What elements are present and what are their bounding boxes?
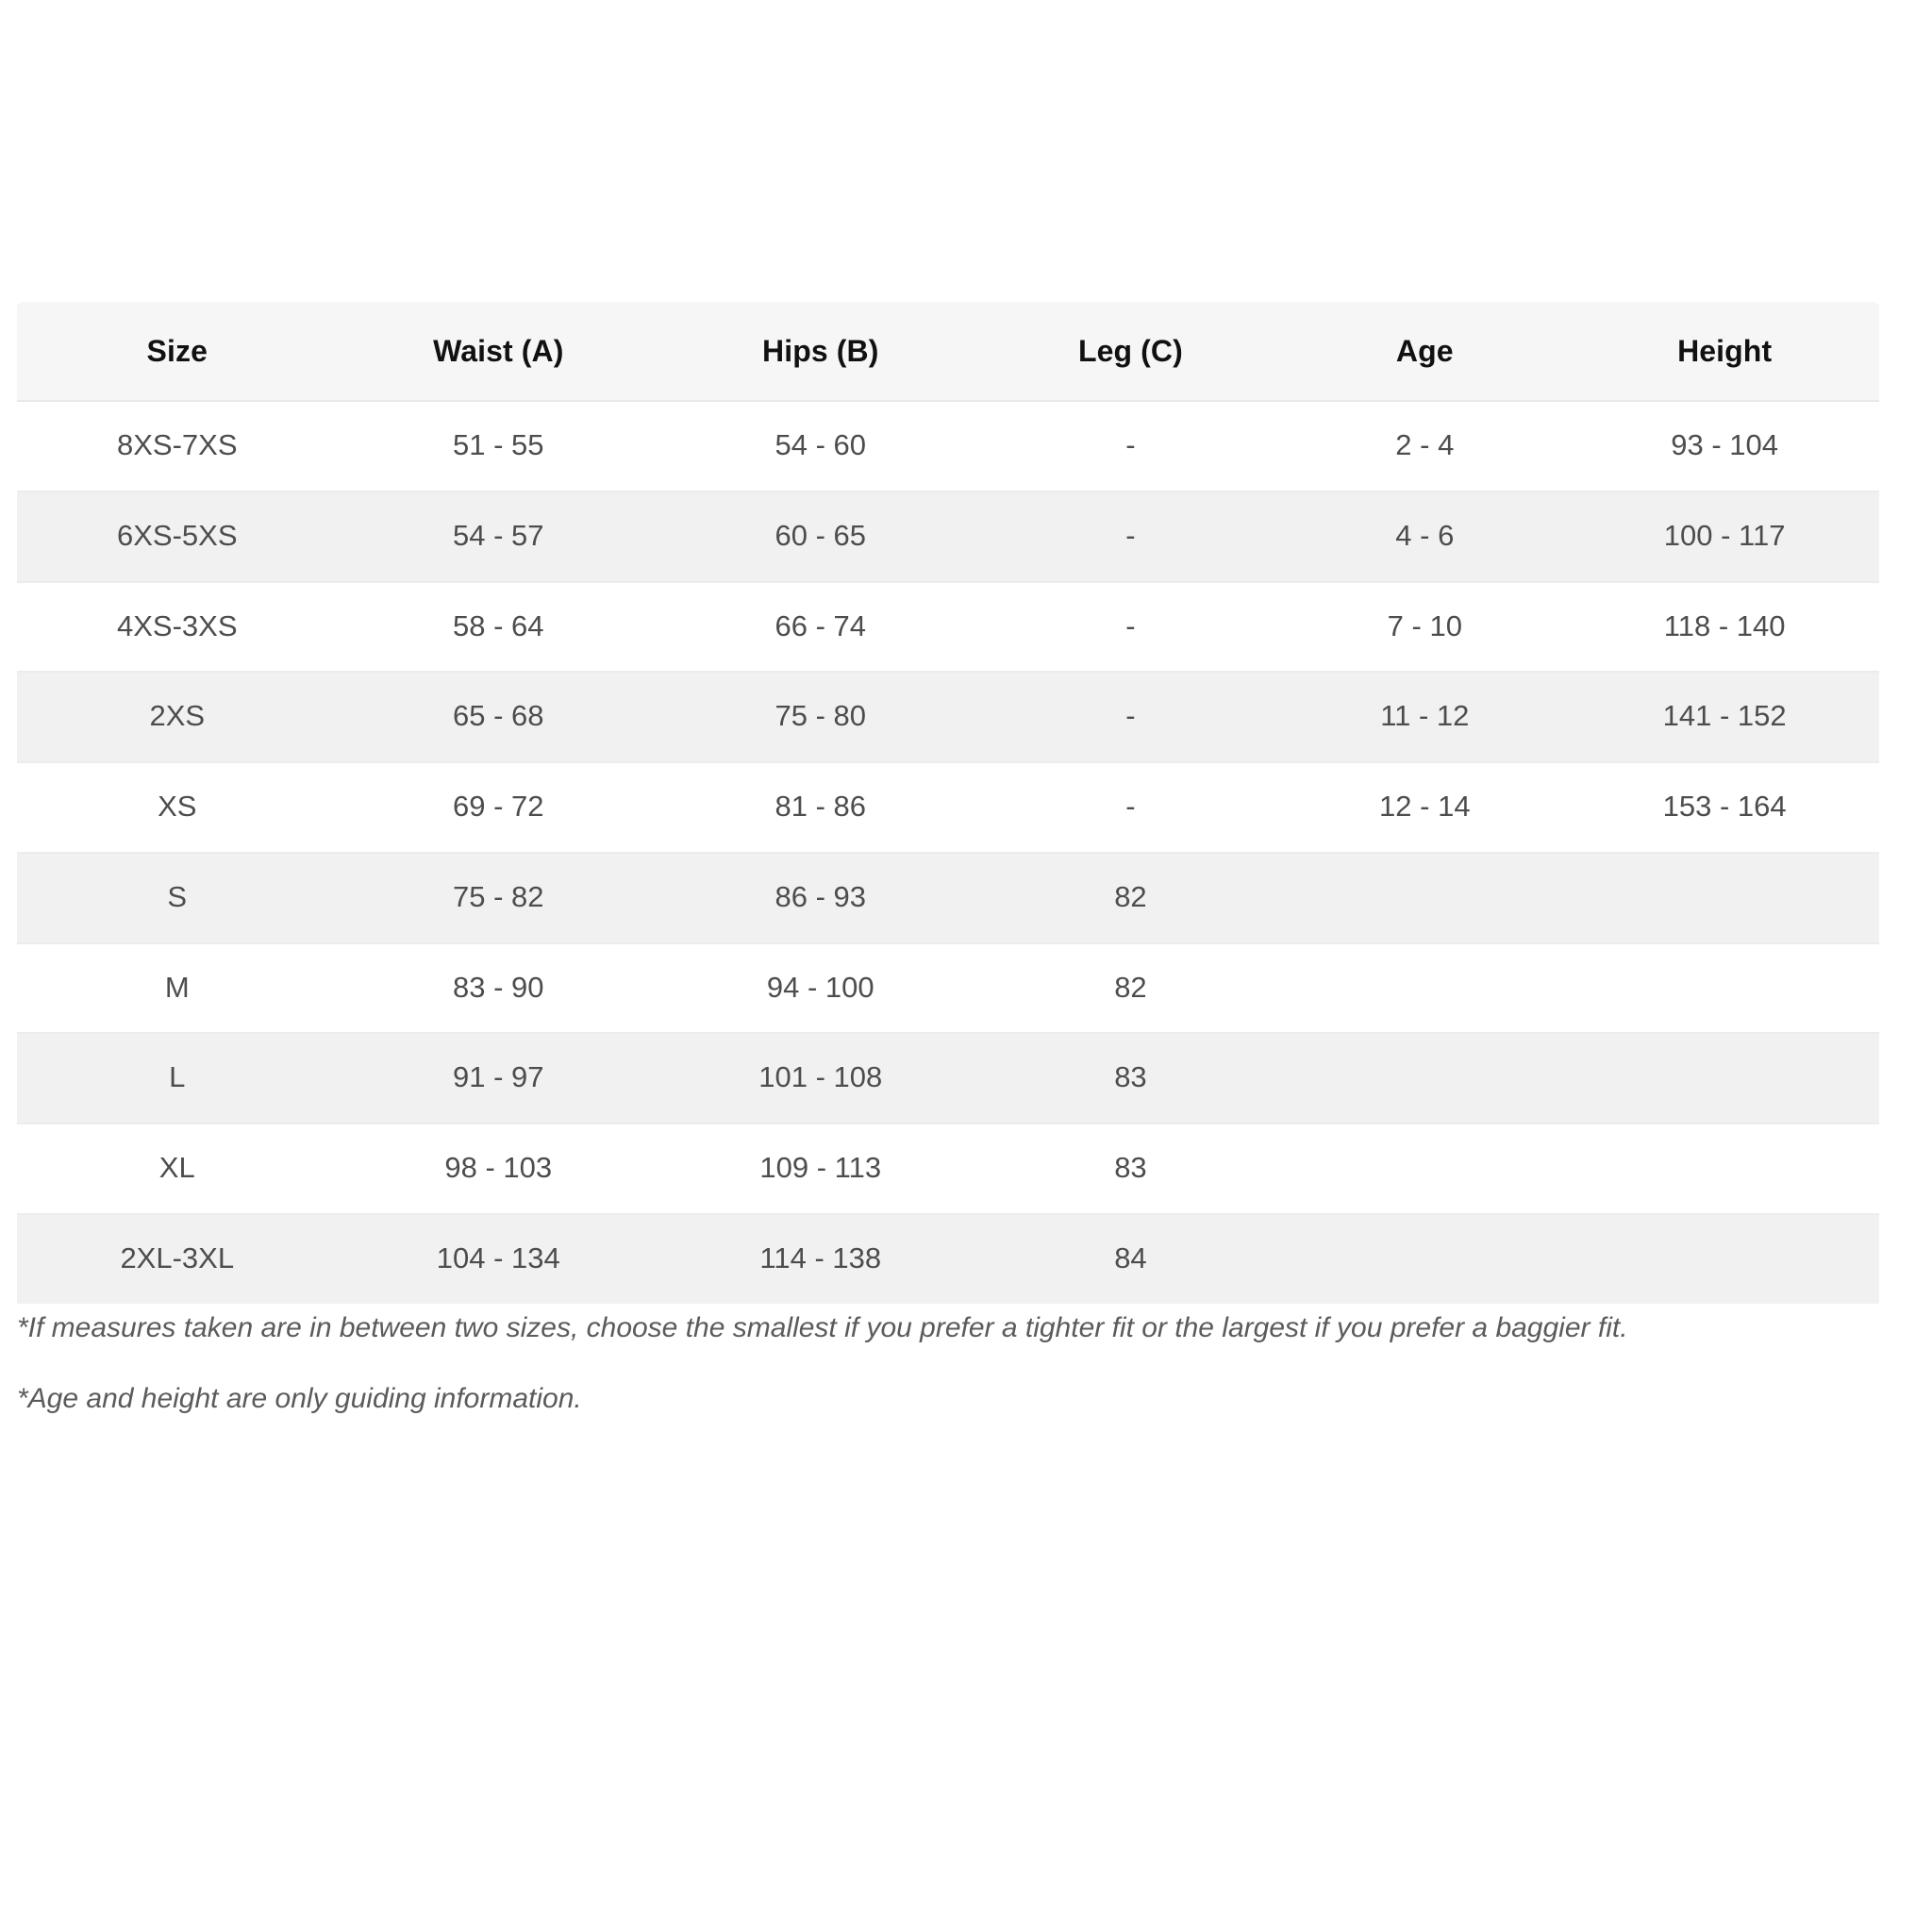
size-chart-table-container: Size Waist (A) Hips (B) Leg (C) Age Heig…: [17, 302, 1879, 1304]
cell-height: 118 - 140: [1570, 581, 1879, 674]
note-sizing-between: *If measures taken are in between two si…: [17, 1312, 1628, 1343]
cell-waist: 54 - 57: [337, 491, 660, 583]
table-row: 8XS-7XS 51 - 55 54 - 60 - 2 - 4 93 - 104: [17, 401, 1879, 492]
cell-size: 2XL-3XL: [17, 1213, 338, 1304]
column-header-waist: Waist (A): [337, 302, 660, 402]
column-header-hips: Hips (B): [659, 302, 982, 402]
cell-age: [1279, 1213, 1571, 1304]
cell-waist: 104 - 134: [337, 1213, 660, 1304]
cell-hips: 54 - 60: [659, 401, 982, 492]
table-row: XS 69 - 72 81 - 86 - 12 - 14 153 - 164: [17, 762, 1879, 854]
cell-leg: 84: [981, 1213, 1280, 1304]
cell-waist: 58 - 64: [337, 581, 660, 674]
note-age-height-guiding: *Age and height are only guiding informa…: [17, 1382, 582, 1414]
cell-leg: -: [981, 762, 1280, 854]
table-row: 2XS 65 - 68 75 - 80 - 11 - 12 141 - 152: [17, 672, 1879, 763]
table-header: Size Waist (A) Hips (B) Leg (C) Age Heig…: [17, 302, 1879, 402]
cell-size: XS: [17, 762, 338, 854]
column-header-age: Age: [1279, 302, 1571, 402]
cell-height: 141 - 152: [1570, 672, 1879, 763]
cell-height: 153 - 164: [1570, 762, 1879, 854]
cell-age: 2 - 4: [1279, 401, 1571, 492]
cell-leg: -: [981, 672, 1280, 763]
cell-leg: 82: [981, 852, 1280, 944]
cell-hips: 109 - 113: [659, 1124, 982, 1215]
cell-hips: 75 - 80: [659, 672, 982, 763]
cell-height: [1570, 942, 1879, 1035]
cell-age: 4 - 6: [1279, 491, 1571, 583]
cell-age: [1279, 852, 1571, 944]
cell-size: 8XS-7XS: [17, 401, 338, 492]
table-body: 8XS-7XS 51 - 55 54 - 60 - 2 - 4 93 - 104…: [17, 401, 1879, 1304]
cell-leg: 83: [981, 1033, 1280, 1124]
cell-waist: 98 - 103: [337, 1124, 660, 1215]
column-header-height: Height: [1570, 302, 1879, 402]
cell-leg: 82: [981, 942, 1280, 1035]
cell-leg: -: [981, 491, 1280, 583]
cell-hips: 60 - 65: [659, 491, 982, 583]
cell-hips: 94 - 100: [659, 942, 982, 1035]
cell-size: L: [17, 1033, 338, 1124]
cell-hips: 101 - 108: [659, 1033, 982, 1124]
cell-hips: 86 - 93: [659, 852, 982, 944]
cell-waist: 51 - 55: [337, 401, 660, 492]
cell-height: [1570, 852, 1879, 944]
cell-age: 7 - 10: [1279, 581, 1571, 674]
cell-height: [1570, 1213, 1879, 1304]
table-row: S 75 - 82 86 - 93 82: [17, 852, 1879, 944]
table-row: 6XS-5XS 54 - 57 60 - 65 - 4 - 6 100 - 11…: [17, 491, 1879, 583]
cell-size: M: [17, 942, 338, 1035]
column-header-size: Size: [17, 302, 338, 402]
table-row: 2XL-3XL 104 - 134 114 - 138 84: [17, 1213, 1879, 1304]
cell-age: [1279, 1124, 1571, 1215]
cell-size: 4XS-3XS: [17, 581, 338, 674]
cell-height: 93 - 104: [1570, 401, 1879, 492]
cell-size: S: [17, 852, 338, 944]
cell-height: [1570, 1124, 1879, 1215]
size-chart-table: Size Waist (A) Hips (B) Leg (C) Age Heig…: [17, 302, 1879, 1304]
cell-size: XL: [17, 1124, 338, 1215]
cell-height: 100 - 117: [1570, 491, 1879, 583]
cell-waist: 75 - 82: [337, 852, 660, 944]
cell-age: [1279, 1033, 1571, 1124]
cell-hips: 81 - 86: [659, 762, 982, 854]
cell-hips: 114 - 138: [659, 1213, 982, 1304]
cell-age: [1279, 942, 1571, 1035]
cell-waist: 65 - 68: [337, 672, 660, 763]
cell-waist: 83 - 90: [337, 942, 660, 1035]
table-row: L 91 - 97 101 - 108 83: [17, 1033, 1879, 1124]
cell-leg: 83: [981, 1124, 1280, 1215]
cell-size: 6XS-5XS: [17, 491, 338, 583]
table-row: 4XS-3XS 58 - 64 66 - 74 - 7 - 10 118 - 1…: [17, 581, 1879, 674]
cell-size: 2XS: [17, 672, 338, 763]
cell-waist: 69 - 72: [337, 762, 660, 854]
cell-leg: -: [981, 401, 1280, 492]
table-notes: *If measures taken are in between two si…: [17, 1309, 1894, 1450]
cell-age: 12 - 14: [1279, 762, 1571, 854]
table-header-row: Size Waist (A) Hips (B) Leg (C) Age Heig…: [17, 302, 1879, 402]
table-row: M 83 - 90 94 - 100 82: [17, 942, 1879, 1035]
cell-waist: 91 - 97: [337, 1033, 660, 1124]
cell-hips: 66 - 74: [659, 581, 982, 674]
cell-leg: -: [981, 581, 1280, 674]
cell-age: 11 - 12: [1279, 672, 1571, 763]
column-header-leg: Leg (C): [981, 302, 1280, 402]
cell-height: [1570, 1033, 1879, 1124]
table-row: XL 98 - 103 109 - 113 83: [17, 1124, 1879, 1215]
